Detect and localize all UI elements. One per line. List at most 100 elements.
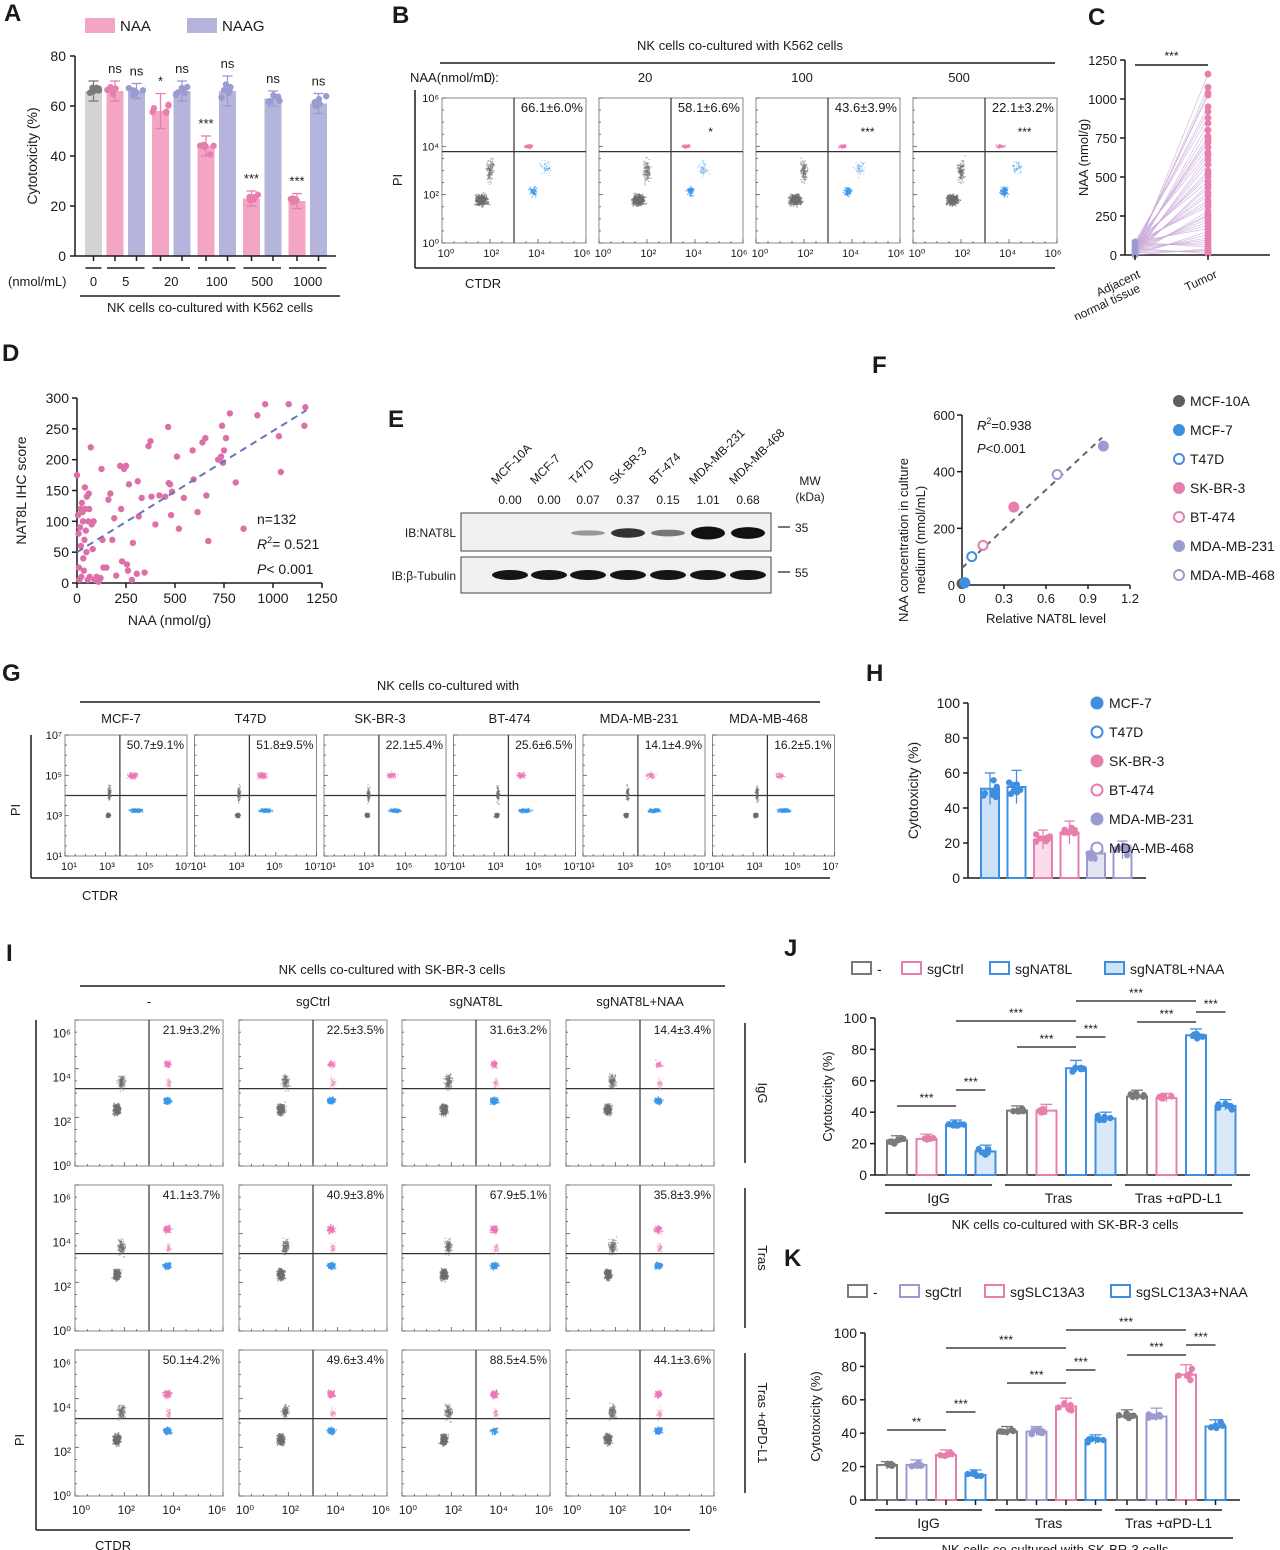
event-dot [486,163,489,165]
event-dot [487,181,489,183]
event-dot [999,144,1002,146]
event-dot [956,194,958,196]
y-tick-label: 400 [933,465,955,480]
event-dot [795,194,797,196]
event-dot [141,808,144,811]
event-dot [529,145,532,147]
event-dot [963,172,965,175]
event-dot [128,809,130,811]
event-dot [107,787,109,790]
x-tick-label: 10⁶ [888,248,905,260]
event-dot [548,162,550,164]
paired-line [1134,224,1209,245]
legend-label: T47D [1190,451,1224,467]
event-dot [479,197,481,199]
event-dot [637,199,639,201]
event-dot [642,197,645,199]
event-dot [1016,165,1018,168]
event-dot [1006,196,1008,198]
event-dot [1018,162,1020,164]
event-dot [547,161,550,163]
event-dot [1000,193,1002,195]
event-dot [795,201,797,203]
event-dot [702,171,705,174]
event-dot [488,183,491,186]
event-dot [133,776,135,778]
event-dot [259,778,262,780]
event-dot [803,170,806,172]
event-dot [549,167,551,169]
event-dot [648,177,650,180]
event-dot [139,809,141,811]
event-dot [485,194,487,196]
event-dot [238,800,240,802]
event-dot [240,796,242,799]
data-point [129,539,137,547]
event-dot [1007,186,1009,189]
event-dot [643,175,645,177]
y-tick-label: 10² [423,190,439,202]
panel-label-k: K [784,1245,802,1272]
event-dot [955,202,957,205]
data-point [175,525,183,532]
event-dot [491,172,493,175]
event-dot [489,160,491,162]
event-dot [481,196,483,198]
event-dot [803,175,805,177]
event-dot [535,196,537,198]
event-dot [957,198,959,200]
x-tick-label: 10⁵ [137,861,154,873]
event-dot [684,145,686,147]
event-dot [799,196,802,198]
data-point [138,494,145,502]
event-dot [1002,189,1005,191]
event-dot [638,201,640,203]
event-dot [1004,190,1006,192]
event-dot [493,163,495,166]
event-dot [692,190,694,192]
event-dot [635,200,637,202]
event-dot [263,772,266,774]
event-dot [238,787,240,789]
event-dot [490,157,493,159]
event-dot [961,166,963,168]
y-tick-label: 100 [46,513,70,529]
event-dot [954,200,956,203]
event-dot [996,146,998,148]
event-dot [134,772,136,774]
event-dot [543,167,545,169]
legend-label: MCF-10A [1190,393,1251,409]
event-dot [1018,166,1021,168]
event-dot [487,176,490,178]
event-dot [490,167,493,170]
event-dot [488,164,490,167]
x-tick-label: 10⁰ [438,248,455,260]
event-dot [134,778,136,780]
quantification-value: 0.68 [736,493,760,507]
event-dot [137,776,139,778]
event-dot [859,171,861,173]
event-dot [796,199,798,201]
event-dot [804,176,806,178]
event-dot [707,169,709,172]
event-dot [793,203,795,205]
data-point [117,505,125,513]
event-dot [237,796,239,798]
point-mcf-7 [959,577,971,589]
flow-plot: 22.1±3.2%*** [912,97,1058,244]
event-dot [946,198,948,200]
event-dot [524,145,526,147]
event-dot [648,171,651,173]
quadrant-percentage: 50.7±9.1% [127,738,185,752]
event-dot [962,162,964,164]
event-dot [705,164,707,166]
x-tick-label: 10⁰ [752,248,769,260]
data-point [76,524,84,531]
event-dot [533,193,536,195]
event-dot [486,174,488,176]
event-dot [797,194,800,196]
data-point [173,453,181,460]
event-dot [532,190,534,192]
x-tick-label: 10² [640,248,656,260]
event-dot [479,199,482,202]
